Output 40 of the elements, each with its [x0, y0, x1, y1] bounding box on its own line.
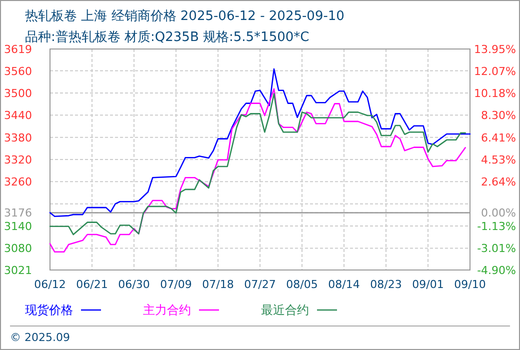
- x-tick-label: 08/05: [286, 278, 318, 291]
- y-tick-label: 3260: [4, 176, 32, 189]
- y2-tick-label: 2.64%: [481, 176, 516, 189]
- y-tick-label: 3080: [4, 242, 32, 256]
- x-tick-label: 07/27: [244, 278, 276, 291]
- y2-tick-label: 4.53%: [481, 153, 516, 166]
- y-tick-label: 3440: [4, 109, 32, 122]
- text: © 2025.09: [10, 331, 70, 344]
- y2-tick-label: 6.41%: [481, 131, 516, 144]
- x-tick-label: 06/12: [34, 278, 66, 291]
- y-tick-label: 3140: [4, 220, 32, 234]
- y-tick-label: 3021: [4, 264, 32, 277]
- chart-title: 热轧板卷 上海 经销商价格 2025-06-12 - 2025-09-10: [25, 9, 344, 24]
- x-tick-label: 09/10: [454, 278, 486, 291]
- y2-tick-label: 10.18%: [474, 87, 516, 100]
- y-tick-label: 3560: [4, 64, 32, 78]
- x-tick-label: 06/21: [76, 278, 108, 291]
- y2-tick-label: 0.00%: [481, 206, 516, 220]
- x-tick-label: 07/09: [160, 278, 192, 291]
- y2-tick-label: 12.07%: [474, 65, 516, 78]
- x-tick-label: 06/30: [118, 278, 150, 291]
- y-tick-label: 3176: [4, 206, 32, 220]
- y2-tick-label: 8.30%: [481, 109, 516, 122]
- y2-tick-label: 13.95%: [474, 43, 516, 56]
- x-tick-label: 09/01: [412, 278, 444, 291]
- y2-tick-label: -1.13%: [477, 220, 516, 233]
- y-tick-label: 3500: [4, 86, 32, 100]
- x-tick-label: 08/14: [328, 278, 360, 291]
- chart-subtitle: 品种:普热轧板卷 材质:Q235B 规格:5.5*1500*C: [25, 29, 310, 45]
- legend-label: 现货价格: [25, 303, 73, 317]
- y-tick-label: 3619: [4, 43, 32, 56]
- line-series: [49, 68, 471, 218]
- x-tick-label: 08/23: [370, 278, 402, 291]
- legend-label: 主力合约: [143, 303, 191, 317]
- x-tick-label: 07/18: [202, 278, 234, 291]
- y-tick-label: 3320: [4, 154, 32, 166]
- y-tick-label: 3380: [4, 131, 32, 144]
- y2-tick-label: -3.01%: [477, 242, 516, 255]
- legend-label: 最近合约: [261, 303, 309, 317]
- y2-tick-label: -4.90%: [477, 264, 516, 277]
